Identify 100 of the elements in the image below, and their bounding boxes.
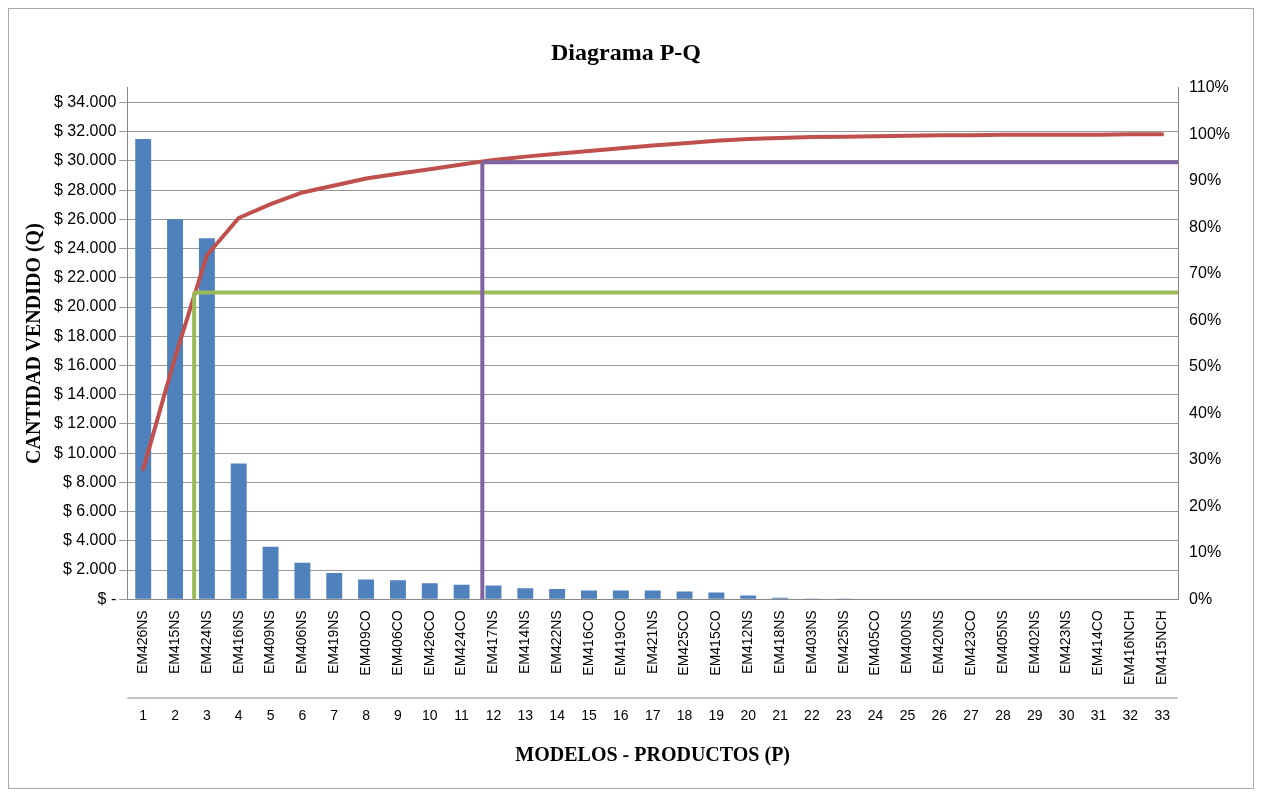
x2-tick-label: 21: [772, 706, 789, 723]
x-tick-label: EM421NS: [643, 610, 660, 675]
x-tick-label: EM403NS: [802, 610, 819, 675]
y2-tick-label: 10%: [1189, 543, 1222, 561]
y-tick-label: $ 22.000: [54, 268, 117, 286]
x-tick-label: EM405NS: [993, 610, 1010, 675]
x-tick-label: EM426CO: [420, 610, 437, 676]
x-tick-label: EM426NS: [134, 610, 151, 675]
x2-tick-label: 10: [421, 706, 438, 723]
bar: [262, 546, 279, 599]
x2-tick-label: 16: [613, 706, 629, 723]
x-tick-label: EM415NCH: [1153, 610, 1170, 686]
x-tick-label: EM416CO: [579, 610, 596, 676]
x2-tick-label: 3: [202, 706, 211, 723]
x2-tick-label: 2: [171, 706, 180, 723]
x2-tick-label: 23: [835, 706, 852, 723]
x-axis-title: MODELOS - PRODUCTOS (P): [515, 743, 790, 767]
bar: [453, 584, 470, 599]
x2-tick-label: 30: [1058, 706, 1075, 723]
y-tick-label: $ 32.000: [54, 122, 117, 140]
y-tick-label: $ 14.000: [54, 385, 117, 403]
x-tick-label: EM423NS: [1057, 610, 1074, 675]
x-tick-label: EM402NS: [1025, 610, 1042, 675]
y2-tick-label: 90%: [1189, 171, 1222, 189]
x-tick-label: EM424NS: [197, 610, 214, 675]
y2-tick-label: 50%: [1189, 357, 1222, 375]
bar: [644, 590, 661, 599]
x-tick-label: EM406CO: [388, 610, 405, 676]
x2-tick-label: 25: [899, 706, 916, 723]
y2-tick-label: 0%: [1189, 589, 1213, 607]
y2-tick-label: 80%: [1189, 217, 1222, 235]
x-tick-label: EM424CO: [452, 610, 469, 676]
x2-tick-label: 33: [1154, 706, 1171, 723]
y-axis-title: CANTIDAD VENDIDO (Q): [22, 223, 46, 464]
bar: [230, 463, 247, 599]
bar: [676, 591, 693, 599]
y2-tick-label: 110%: [1189, 78, 1229, 96]
x-tick-label: EM422NS: [548, 610, 565, 675]
bar: [167, 219, 184, 599]
y2-tick-label: 60%: [1189, 310, 1222, 328]
bar: [581, 590, 597, 599]
x-tick-label: EM420NS: [930, 610, 947, 675]
bar: [198, 238, 215, 599]
x-tick-label: EM425NS: [834, 610, 851, 675]
x2-tick-label: 12: [485, 706, 502, 723]
x-tick-label: EM417NS: [484, 610, 501, 675]
x-tick-label: EM419NS: [325, 610, 342, 675]
bar: [294, 562, 311, 599]
y-tick-label: $ 16.000: [54, 355, 117, 373]
x2-tick-label: 13: [517, 706, 534, 723]
y-tick-label: $ 28.000: [54, 180, 117, 198]
y2-tick-label: 40%: [1189, 403, 1222, 421]
y-tick-label: $ 4.000: [62, 531, 117, 549]
x-tick-label: EM415CO: [707, 610, 724, 676]
x2-tick-label: 27: [963, 706, 980, 723]
x-tick-label: EM409CO: [356, 610, 373, 676]
x2-tick-label: 22: [804, 706, 820, 723]
x-tick-label: EM414NS: [516, 610, 533, 675]
y-tick-label: $ 24.000: [54, 238, 117, 256]
x-tick-label: EM416NCH: [1121, 610, 1138, 686]
x2-tick-label: 29: [1027, 706, 1043, 723]
x2-tick-label: 14: [549, 706, 566, 723]
y-tick-label: $ 30.000: [54, 151, 117, 169]
bar: [740, 595, 757, 599]
x-tick-label: EM416NS: [229, 610, 246, 675]
y-tick-label: $ 12.000: [54, 414, 117, 432]
x2-tick-label: 15: [581, 706, 597, 723]
x-tick-label: EM400NS: [898, 610, 915, 675]
y2-tick-label: 30%: [1189, 450, 1222, 468]
x2-tick-label: 1: [139, 706, 148, 723]
bar: [358, 579, 375, 599]
bar: [517, 588, 534, 599]
bar: [389, 580, 406, 599]
x2-tick-label: 8: [362, 706, 371, 723]
chart-title: Diagrama P-Q: [551, 38, 701, 65]
bar: [135, 138, 152, 599]
x-tick-label: EM412NS: [739, 610, 756, 675]
x2-tick-label: 17: [644, 706, 661, 723]
y-tick-label: $ 2.000: [62, 560, 117, 578]
y-tick-label: $ 20.000: [54, 297, 117, 315]
bar: [421, 583, 438, 599]
y-tick-label: $ 26.000: [54, 209, 117, 227]
y2-tick-label: 100%: [1189, 124, 1230, 142]
y-tick-label: $ 18.000: [54, 326, 117, 344]
bar: [485, 585, 502, 599]
bar: [549, 589, 566, 599]
x2-tick-label: 6: [298, 706, 307, 723]
y-tick-label: $ 34.000: [54, 92, 117, 110]
bar: [708, 592, 725, 599]
x-tick-label: EM405CO: [866, 610, 883, 676]
x-tick-label: EM425CO: [675, 610, 692, 676]
x-tick-label: EM418NS: [770, 610, 787, 675]
x2-tick-label: 32: [1122, 706, 1139, 723]
x2-tick-label: 19: [708, 706, 725, 723]
y-tick-label: $ -: [97, 589, 117, 607]
bar: [326, 573, 343, 599]
x2-tick-label: 5: [266, 706, 275, 723]
x-tick-label: EM409NS: [261, 610, 278, 675]
bar: [612, 590, 629, 599]
x2-tick-label: 18: [676, 706, 693, 723]
